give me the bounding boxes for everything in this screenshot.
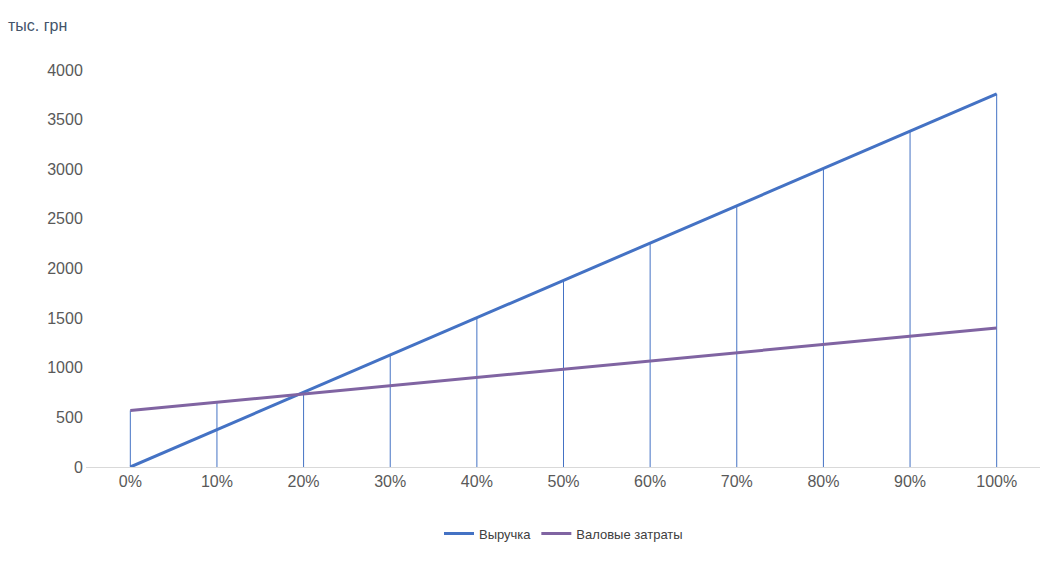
svg-text:1500: 1500: [47, 310, 83, 327]
svg-text:30%: 30%: [374, 473, 406, 490]
svg-text:Выручка: Выручка: [479, 527, 531, 542]
svg-text:40%: 40%: [461, 473, 493, 490]
svg-text:3500: 3500: [47, 111, 83, 128]
svg-text:2500: 2500: [47, 210, 83, 227]
svg-text:4000: 4000: [47, 62, 83, 79]
svg-text:50%: 50%: [547, 473, 579, 490]
svg-text:1000: 1000: [47, 359, 83, 376]
svg-text:10%: 10%: [201, 473, 233, 490]
svg-text:80%: 80%: [807, 473, 839, 490]
svg-text:0%: 0%: [119, 473, 142, 490]
svg-text:Валовые затраты: Валовые затраты: [576, 527, 682, 542]
svg-text:90%: 90%: [894, 473, 926, 490]
svg-text:2000: 2000: [47, 260, 83, 277]
svg-text:500: 500: [56, 409, 83, 426]
svg-text:20%: 20%: [288, 473, 320, 490]
svg-text:0: 0: [74, 459, 83, 476]
svg-text:тыс. грн: тыс. грн: [8, 17, 67, 34]
svg-text:60%: 60%: [634, 473, 666, 490]
svg-text:3000: 3000: [47, 161, 83, 178]
svg-text:70%: 70%: [721, 473, 753, 490]
svg-text:100%: 100%: [976, 473, 1017, 490]
